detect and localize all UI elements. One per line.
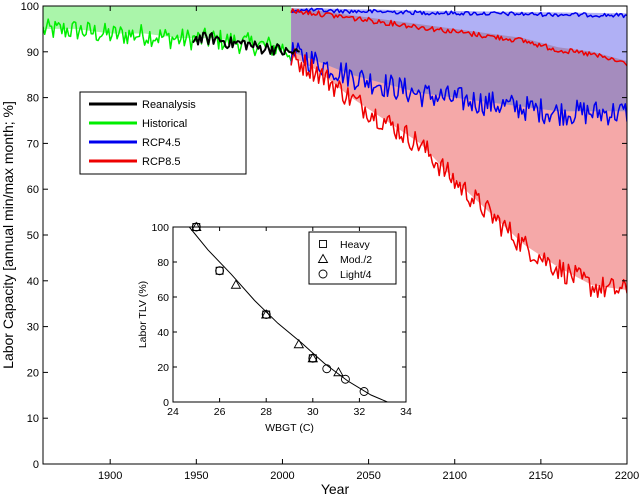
inset-y-tick-label: 40 [157,327,169,339]
y-tick-label: 50 [27,230,39,242]
inset-x-tick-label: 32 [354,406,366,418]
inset-fit-curve [188,226,388,403]
x-tick-label: 2000 [270,470,294,482]
inset-x-tick-label: 28 [260,406,272,418]
legend-label: RCP4.5 [142,137,181,149]
plot-area [43,6,627,298]
y-tick-label: 100 [21,1,39,13]
y-tick-label: 30 [27,322,39,334]
y-tick-label: 20 [27,367,39,379]
x-tick-label: 2100 [442,470,466,482]
inset-y-axis-title: Labor TLV (%) [137,281,149,348]
y-tick-label: 90 [27,47,39,59]
rcp45-max-line [290,7,627,19]
inset-legend-label: Light/4 [340,269,372,281]
inset-point-triangle [333,366,344,377]
inset-point-circle [359,387,369,396]
x-tick-label: 1950 [184,470,208,482]
inset-y-tick-label: 60 [157,292,169,304]
inset-point-circle [261,310,271,319]
inset-x-tick-label: 24 [167,406,179,418]
legend-label: RCP8.5 [142,156,181,168]
legend-label: Reanalysis [142,99,196,111]
inset-point-square [215,266,224,275]
inset-legend-label: Mod./2 [340,254,372,266]
y-tick-label: 60 [27,184,39,196]
inset-point-circle [308,353,318,363]
inset-y-tick-label: 20 [157,362,169,374]
inset-point-circle [191,222,201,232]
legend-label: Historical [142,118,187,130]
inset-y-tick-label: 80 [157,257,169,269]
band-historical [43,6,292,52]
y-tick-label: 10 [27,413,39,425]
y-axis-title: Labor Capacity [annual min/max month; %] [0,101,16,369]
y-tick-label: 40 [27,276,39,288]
inset-y-tick-label: 100 [151,222,169,234]
inset-legend-marker [318,269,328,279]
inset-point-triangle [260,309,272,319]
inset-legend: Heavy Mod./2 Light/4 [308,231,397,285]
inset-point-circle [322,364,332,374]
inset-legend-marker [319,240,327,248]
inset-legend-label: Heavy [340,239,371,251]
y-tick-label: 80 [27,93,39,105]
band-overlap [291,8,627,112]
inset-point-circle [215,266,225,276]
inset-x-tick-label: 26 [214,406,226,418]
legend: Reanalysis Historical RCP4.5 RCP8.5 [79,91,247,175]
x-axis-title: Year [321,481,350,497]
x-tick-label: 1900 [98,470,122,482]
inset-point-triangle [191,221,202,231]
inset-legend-marker [317,253,329,263]
inset-plot: 24 26 28 30 32 34 0 20 40 60 80 100 WBGT (C) Labor TL… [116,215,418,440]
inset-point-triangle [307,352,319,363]
reanalysis-min-line [192,31,300,56]
rcp45-min-line [290,42,627,127]
inset-x-tick-label: 30 [307,406,319,418]
inset-x-axis-title: WBGT (C) [265,422,314,434]
inset-y-tick-label: 0 [163,397,169,409]
rcp85-max-line [290,8,627,67]
inset-point-triangle [293,338,305,349]
inset-point-triangle [230,279,242,289]
x-tick-label: 2200 [615,470,639,482]
rcp85-min-line [290,48,627,298]
y-tick-label: 70 [27,138,39,150]
inset-x-tick-label: 34 [400,406,412,418]
y-tick-label: 0 [33,459,39,471]
x-tick-label: 2150 [529,470,553,482]
inset-point-circle [340,374,350,384]
x-tick-label: 2050 [356,470,380,482]
